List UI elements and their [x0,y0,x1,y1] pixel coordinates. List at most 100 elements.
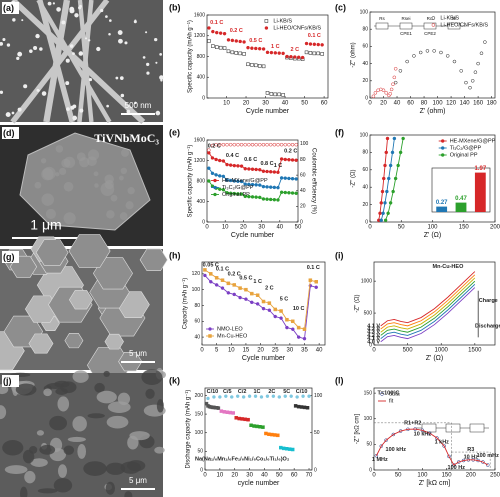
x-tick-label: 150 [442,473,453,479]
particle [16,56,20,60]
data-point [418,50,423,55]
data-point [247,182,251,187]
data-point [265,185,269,189]
annotation: 4.1 V [367,323,380,329]
y-axis-label: -Z'' (ohm) [351,42,357,67]
data-point [276,185,280,190]
particle [21,19,24,22]
y-tick-label: 1600 [194,137,205,143]
data-point [214,283,219,287]
panel-label-background [2,127,19,139]
texture [42,166,56,180]
y-axis-label: -Z'' (Ω) [355,294,361,312]
data-point [217,187,222,191]
particle [146,71,150,75]
annotation: 0.5 C [239,275,252,281]
legend-marker [380,392,384,396]
data-point [294,191,298,196]
texture [72,416,87,432]
data-point [265,142,269,147]
data-point [295,395,299,399]
data-point [296,55,301,60]
texture [87,156,97,167]
series-line [385,138,404,221]
y-tick-label: 1000 [361,278,372,284]
annotation: 1C [253,389,260,395]
texture [2,440,24,456]
data-point [287,176,291,181]
data-point [316,42,320,47]
texture [110,194,118,202]
y-tick-label: 0 [202,219,205,225]
data-point [246,62,250,67]
x-tick-label: 80 [421,101,428,107]
data-point [234,39,239,43]
data-point [209,280,213,284]
data-point [287,157,291,162]
data-point [277,92,281,97]
particle [119,76,124,80]
data-point [289,55,293,59]
data-point [242,52,246,56]
y-tick-label: 40 [362,61,368,67]
annotation: C/10 [207,389,219,395]
circuit-element [423,22,437,30]
annotation: 0.2 C [228,271,241,277]
data-point [378,211,382,216]
data-point [250,167,255,171]
y-tick-label: 20 [362,78,368,84]
texture [103,370,110,378]
annotation: 100 kHz [386,447,407,453]
x-axis-label: Cycle number [242,355,286,362]
texture [63,181,74,192]
particle [79,108,84,113]
legend-marker [440,146,445,150]
particle [146,62,150,67]
data-point [296,335,301,339]
data-point [302,336,307,341]
data-point [240,417,244,421]
y-tick-label: 1200 [194,158,205,164]
annotation: 1 MHz [372,457,388,463]
texture [34,181,42,189]
data-point [238,39,242,44]
legend-label: Ti₃C₂/G@PP [450,145,482,151]
texture [127,187,135,195]
data-point [234,416,238,420]
data-point [320,52,324,56]
data-point [269,92,274,96]
circuit-label: CPE1 [400,31,412,36]
data-point [238,295,242,300]
particle [11,111,15,115]
particle [56,7,61,12]
data-point [312,51,317,56]
data-point [225,410,230,414]
texture [76,152,86,162]
particle [47,1,52,6]
data-point [243,142,247,147]
data-point [239,164,244,168]
x-tick-label: 60 [407,101,414,107]
data-point [273,92,278,97]
y-tick-label: 40 [362,185,368,191]
data-point [207,148,211,152]
x-tick-label: 10 [217,473,224,479]
y-tick-label: 40 [194,334,200,340]
legend-label: HE-MXene/G@PP [222,178,268,184]
legend-marker [264,19,269,23]
legend-label: Li-HEO/CNFs/KB/S [273,25,321,31]
data-point [230,395,234,399]
legend-label: Ti₃C₂/G@PP [222,185,254,191]
annotation: 0.6 C [244,157,257,163]
data-point [289,394,293,398]
y-tick-label: 0 [365,219,368,225]
data-point [228,178,233,183]
particle [84,37,88,40]
circuit-label: Rsei [401,16,410,21]
annotation: 10 Hz [464,455,479,461]
data-point [235,394,240,398]
circuit-label: W [452,16,457,21]
y-tick-label: 0 [365,95,368,101]
legend-marker [208,334,212,338]
x-tick-label: 50 [295,225,302,231]
